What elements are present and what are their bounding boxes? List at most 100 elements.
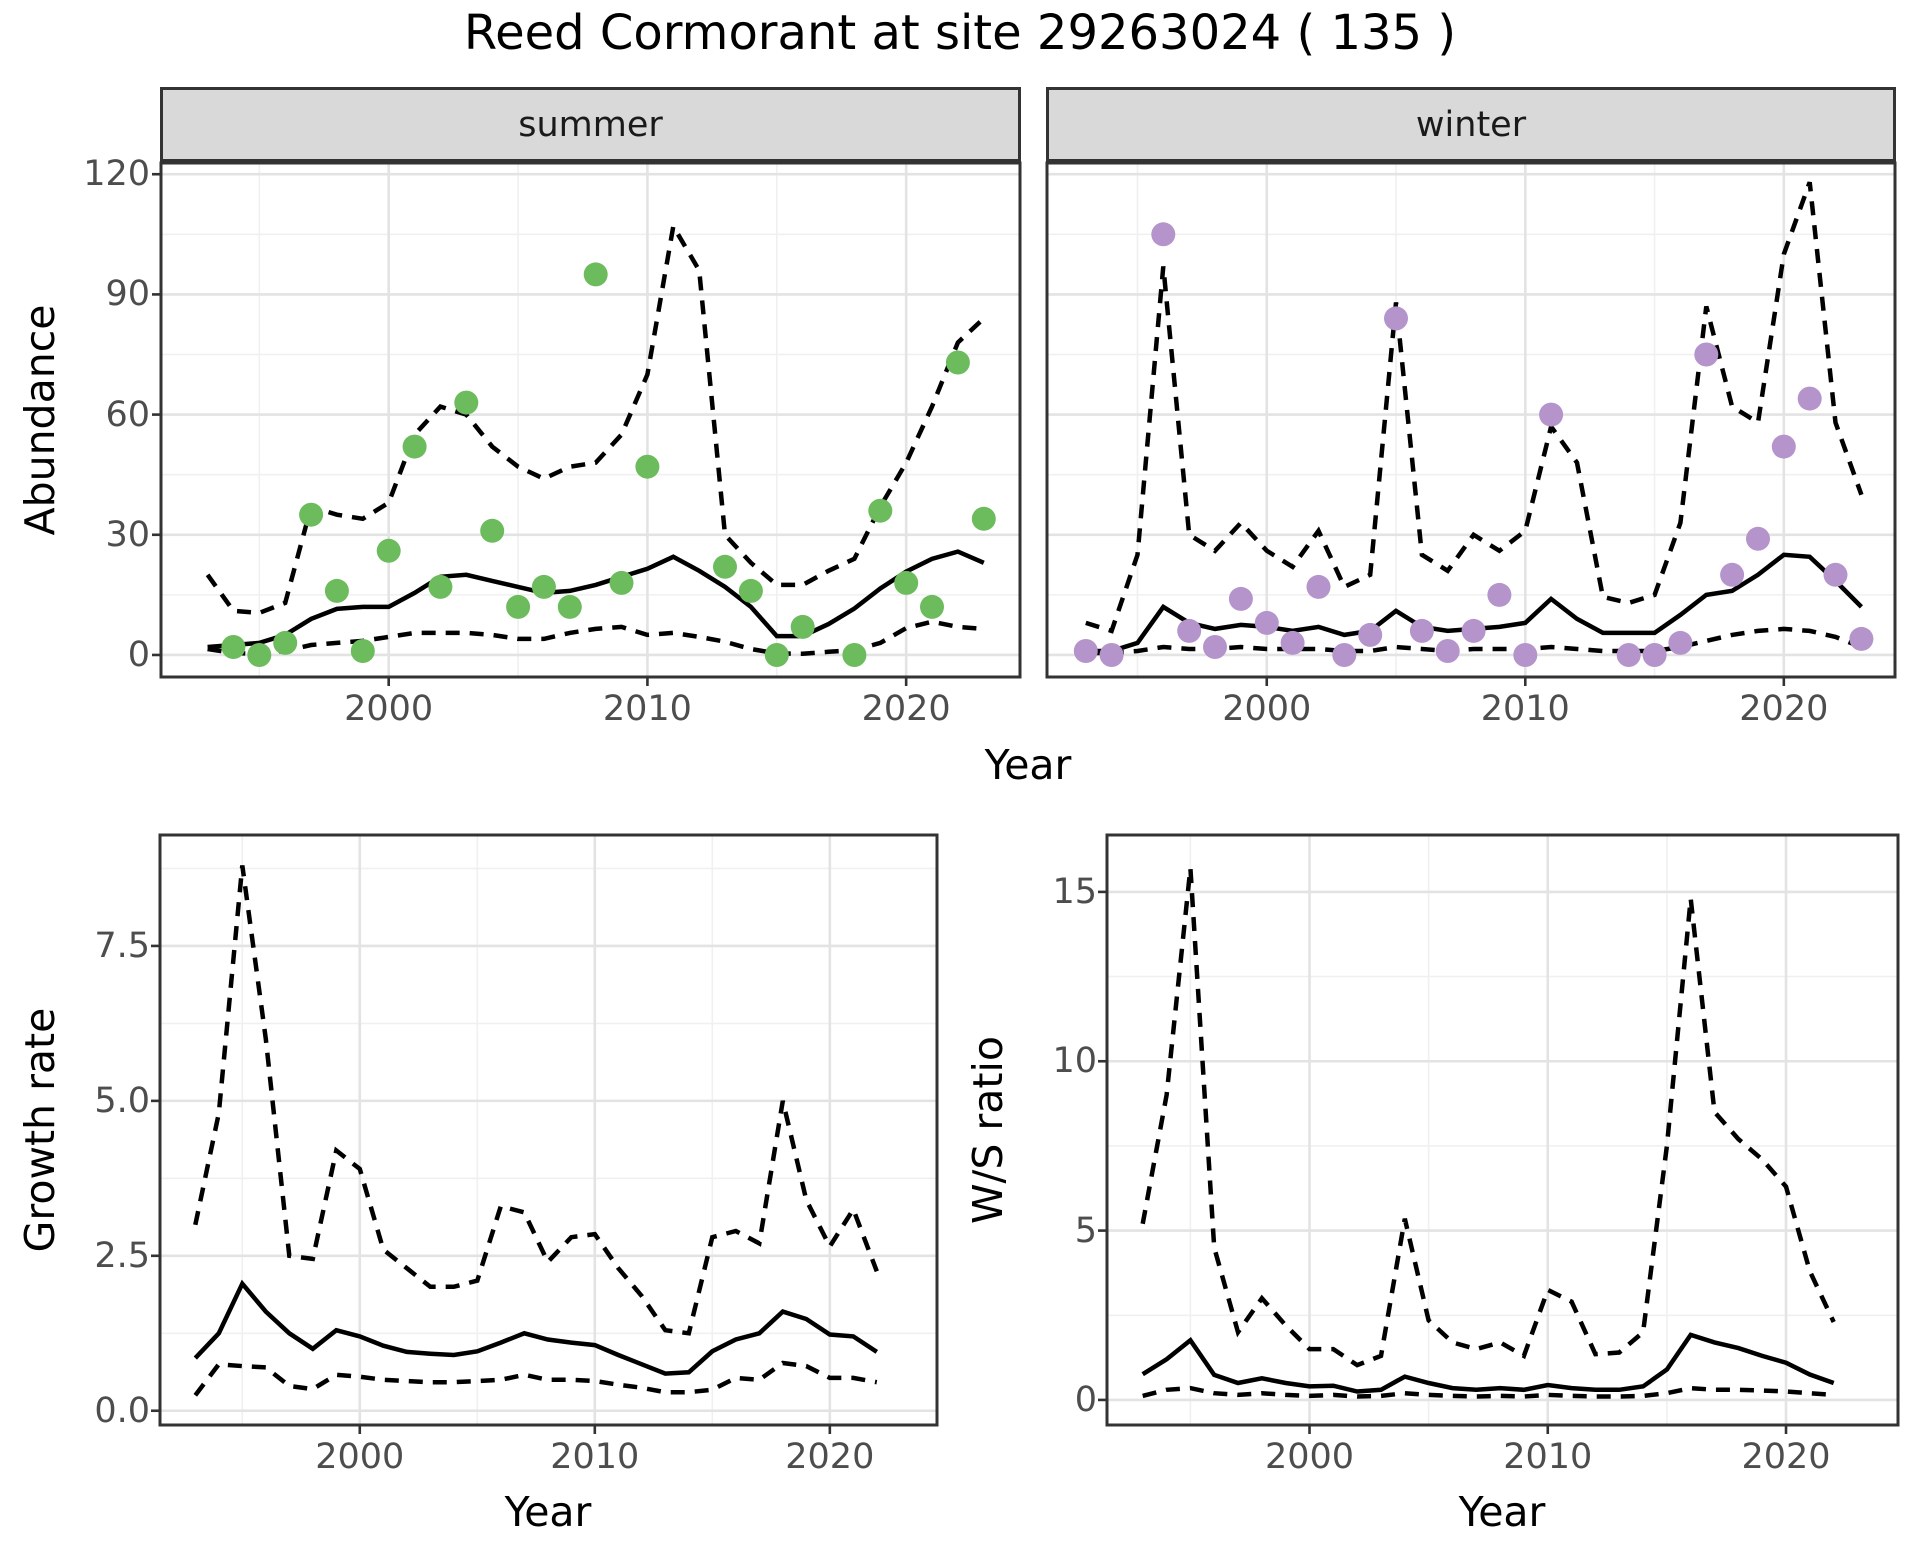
x-axis-title-bottom-right: Year (1458, 1488, 1546, 1536)
winter-data-point (1668, 630, 1693, 655)
ws-lower-ci-line (1142, 1385, 1834, 1399)
summer-data-point (609, 570, 634, 595)
y-tick-label-growth: 7.5 (94, 925, 150, 966)
summer-data-point (506, 594, 531, 619)
growth-panel-border (158, 833, 939, 1427)
summer-data-point (971, 506, 996, 531)
summer-data-point (713, 554, 737, 579)
summer-data-point (920, 594, 944, 619)
y-tick-label-summer: 0 (127, 634, 150, 675)
summer-data-point (894, 570, 919, 595)
summer-data-point (738, 578, 763, 603)
summer-data-point (583, 262, 608, 287)
growth-fit-line (193, 1279, 879, 1376)
winter-data-point (1177, 618, 1202, 643)
winter-data-point (1435, 639, 1460, 663)
winter-data-point (1849, 626, 1874, 651)
y-tick-label-summer: 30 (105, 514, 150, 555)
ws-fit-line (1141, 1332, 1835, 1394)
winter-data-point (1513, 643, 1538, 667)
x-tick-label-winter: 2010 (1480, 689, 1570, 729)
summer-data-point (454, 390, 479, 415)
facet-strip-winter-label: winter (1415, 104, 1527, 145)
winter-data-point (1823, 562, 1848, 587)
y-axis-title-growth-rate: Growth rate (16, 1007, 64, 1253)
x-tick-label-summer: 2010 (602, 689, 692, 729)
winter-data-point (1616, 643, 1641, 667)
y-axis-title-ws-ratio: W/S ratio (964, 1036, 1012, 1224)
winter-data-point (1771, 434, 1796, 459)
y-tick-label-ws: 5 (1074, 1210, 1097, 1251)
summer-data-point (764, 643, 789, 667)
summer-data-point (428, 574, 453, 599)
winter-data-point (1797, 386, 1822, 411)
x-tick-label-ws: 2000 (1264, 1437, 1355, 1477)
winter-data-point (1461, 618, 1486, 643)
growth-lower-ci-line (193, 1360, 878, 1397)
summer-data-point (350, 639, 375, 663)
y-tick-label-summer: 90 (105, 274, 150, 315)
summer-data-point (247, 643, 272, 667)
y-tick-label-ws: 15 (1052, 871, 1097, 912)
winter-data-point (1384, 306, 1408, 331)
winter-upper-ci-line (1085, 181, 1864, 634)
y-tick-label-ws: 10 (1052, 1041, 1097, 1082)
summer-data-point (221, 635, 246, 659)
winter-panel-border (1045, 161, 1897, 679)
summer-data-point (842, 643, 867, 667)
x-tick-label-winter: 2020 (1739, 689, 1829, 729)
y-tick-label-ws: 0 (1074, 1379, 1097, 1420)
summer-data-point (402, 434, 427, 459)
winter-data-point (1358, 622, 1383, 647)
winter-data-point (1332, 643, 1357, 667)
winter-data-point (1306, 574, 1331, 599)
x-tick-label-growth: 2000 (315, 1437, 405, 1477)
y-tick-label-growth: 5.0 (94, 1080, 150, 1121)
x-tick-label-winter: 2000 (1222, 689, 1312, 729)
facet-strip-summer-label: summer (518, 104, 663, 145)
summer-panel-border (159, 161, 1022, 679)
summer-data-point (790, 614, 815, 639)
winter-data-point (1539, 402, 1564, 427)
facet-strip-winter: winter (1046, 87, 1896, 162)
winter-data-point (1228, 586, 1253, 611)
summer-lower-ci-line (207, 619, 984, 657)
x-tick-label-ws: 2020 (1741, 1437, 1831, 1477)
winter-data-point (1099, 643, 1124, 667)
ws-upper-ci-line (1140, 867, 1836, 1368)
x-tick-label-summer: 2020 (861, 689, 951, 729)
winter-data-point (1642, 643, 1667, 667)
summer-upper-ci-line (205, 219, 986, 616)
winter-data-point (1280, 630, 1305, 655)
y-tick-label-summer: 60 (105, 394, 150, 435)
summer-data-point (324, 578, 349, 603)
x-axis-title-bottom-left: Year (504, 1488, 592, 1536)
summer-data-point (480, 518, 505, 543)
summer-data-point (376, 538, 401, 563)
winter-data-point (1151, 222, 1176, 247)
summer-data-point (299, 502, 324, 527)
summer-data-point (531, 574, 556, 599)
y-tick-label-growth: 2.5 (94, 1235, 150, 1276)
x-tick-label-ws: 2010 (1503, 1437, 1593, 1477)
winter-data-point (1694, 342, 1719, 367)
winter-data-point (1254, 610, 1279, 635)
summer-data-point (635, 454, 660, 479)
winter-data-point (1746, 526, 1770, 551)
winter-data-point (1203, 635, 1227, 659)
chart-title: Reed Cormorant at site 29263024 ( 135 ) (463, 5, 1457, 61)
facet-strip-summer: summer (160, 87, 1021, 162)
x-axis-title-top: Year (984, 741, 1072, 789)
y-axis-title-abundance: Abundance (16, 304, 64, 536)
x-tick-label-growth: 2010 (550, 1437, 640, 1477)
winter-data-point (1487, 582, 1512, 607)
summer-data-point (945, 350, 970, 375)
summer-fit-line (207, 549, 985, 650)
winter-data-point (1409, 618, 1434, 643)
summer-data-point (868, 498, 893, 523)
ws-panel-border (1105, 833, 1900, 1427)
y-tick-label-summer: 120 (83, 154, 150, 195)
x-tick-label-growth: 2020 (785, 1437, 875, 1477)
